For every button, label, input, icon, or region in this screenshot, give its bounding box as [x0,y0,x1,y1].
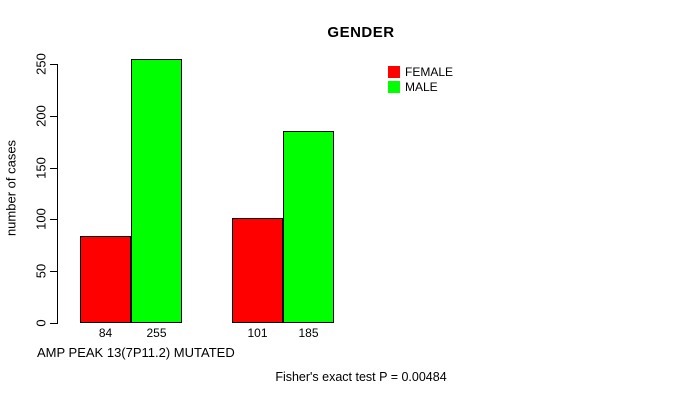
y-axis-line [57,64,58,324]
bar-female-group2 [232,218,283,323]
legend-row-female: FEMALE [388,64,453,79]
legend-swatch-male [388,80,400,93]
bar-male-group2 [283,131,334,323]
legend-row-male: MALE [388,79,453,94]
x-axis-caption: AMP PEAK 13(7P11.2) MUTATED [37,345,235,360]
legend-swatch-female [388,65,400,78]
y-tick-mark [50,219,57,220]
y-tick-mark [50,271,57,272]
legend-label-female: FEMALE [405,64,454,79]
y-tick-mark [50,116,57,117]
y-tick-label: 250 [33,53,49,75]
legend-label-male: MALE [405,79,438,94]
stat-annotation: Fisher's exact test P = 0.00484 [275,370,447,384]
bar-value-label: 101 [247,326,268,340]
chart-title: GENDER [327,24,395,41]
legend: FEMALE MALE [388,64,453,94]
bar-male-group1 [131,59,182,323]
bar-female-group1 [80,236,131,323]
y-tick-mark [50,323,57,324]
y-tick-label: 200 [33,105,49,127]
bar-value-label: 185 [298,326,319,340]
y-tick-label: 0 [33,319,49,327]
y-tick-label: 50 [33,263,49,279]
bar-value-label: 84 [98,326,113,340]
y-tick-label: 100 [33,208,49,230]
y-tick-label: 150 [33,157,49,179]
y-tick-mark [50,168,57,169]
bar-value-label: 255 [146,326,167,340]
y-tick-mark [50,64,57,65]
